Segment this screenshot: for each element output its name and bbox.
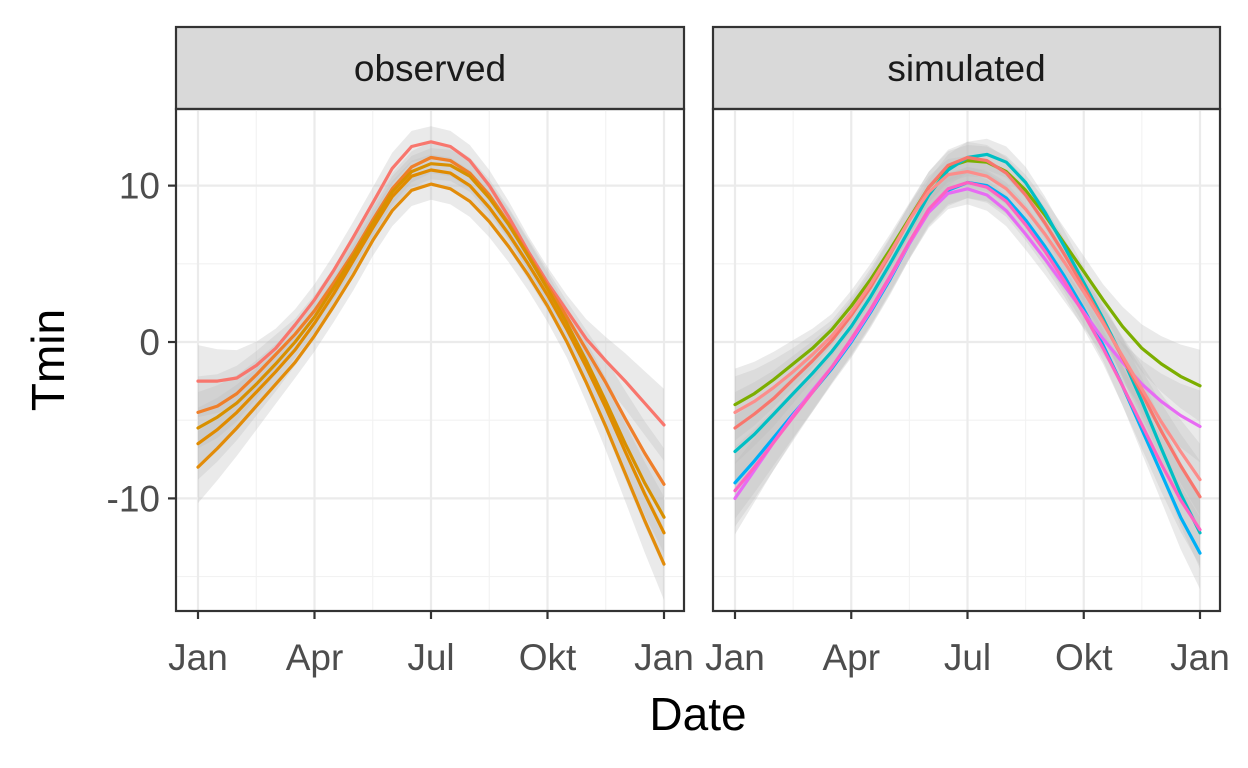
x-tick-label: Okt xyxy=(1055,637,1113,678)
strip-label-simulated: simulated xyxy=(887,48,1045,89)
strip-label-observed: observed xyxy=(354,48,506,89)
series-lines-observed xyxy=(196,140,666,566)
panel-simulated: simulated Jan Apr Jul Okt Jan xyxy=(705,25,1230,678)
y-tick-label: -10 xyxy=(107,478,160,519)
confidence-band xyxy=(735,166,1200,590)
y-tick-label: 0 xyxy=(139,322,160,363)
series-line xyxy=(196,168,666,535)
confidence-band xyxy=(735,141,1200,533)
x-tick-label: Jan xyxy=(705,637,765,678)
series-line xyxy=(196,140,666,427)
confidence-band xyxy=(198,154,664,569)
x-tick-label: Jul xyxy=(944,637,991,678)
x-axis-observed: Jan Apr Jul Okt Jan xyxy=(168,611,694,678)
confidence-band xyxy=(735,166,1200,566)
x-tick-label: Jan xyxy=(168,637,228,678)
series-line xyxy=(733,170,1202,482)
grid-observed xyxy=(176,109,684,611)
series-line xyxy=(733,159,1202,407)
panel-observed: observed Jan Apr Jul Okt Jan xyxy=(168,25,694,678)
series-line xyxy=(196,155,666,486)
series-lines-simulated xyxy=(733,152,1202,555)
x-tick-label: Jan xyxy=(634,637,694,678)
y-axis-title: Tmin xyxy=(22,309,74,411)
series-line xyxy=(196,182,666,566)
y-tick-label: 10 xyxy=(119,166,160,207)
y-axis: 10 0 -10 xyxy=(107,166,176,519)
grid-simulated xyxy=(713,109,1220,611)
x-tick-label: Apr xyxy=(822,637,880,678)
strip-observed xyxy=(174,25,686,111)
confidence-band xyxy=(198,148,664,554)
confidence-band xyxy=(735,145,1200,441)
x-tick-label: Jan xyxy=(1170,637,1230,678)
x-axis-simulated: Jan Apr Jul Okt Jan xyxy=(705,611,1230,678)
strip-simulated xyxy=(711,25,1222,111)
series-line xyxy=(733,180,1202,532)
x-tick-label: Jul xyxy=(407,637,454,678)
confidence-band xyxy=(735,155,1200,516)
x-axis-title: Date xyxy=(649,688,746,740)
x-tick-label: Apr xyxy=(286,637,344,678)
x-tick-label: Okt xyxy=(519,637,577,678)
series-line xyxy=(196,162,666,519)
